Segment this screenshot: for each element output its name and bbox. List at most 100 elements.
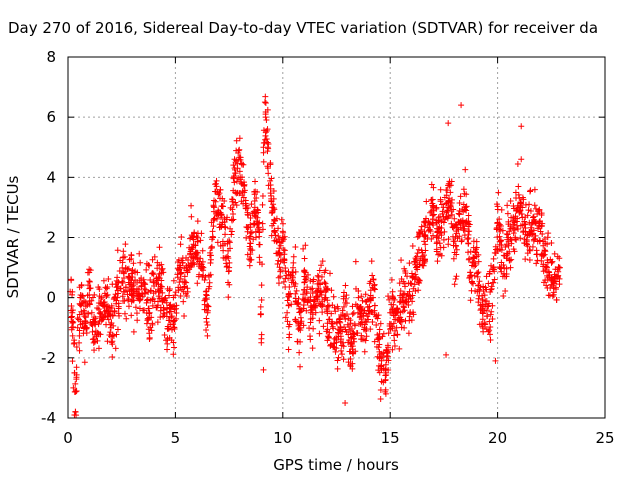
data-point: [545, 292, 552, 299]
data-point: [226, 281, 233, 288]
data-point: [156, 244, 163, 251]
data-point: [78, 282, 85, 289]
data-point: [369, 272, 376, 279]
data-point: [121, 310, 128, 317]
data-point: [116, 312, 123, 319]
data-point: [230, 162, 237, 169]
data-point: [420, 218, 427, 225]
data-point: [385, 344, 392, 351]
data-point: [339, 307, 346, 314]
data-point: [237, 156, 244, 163]
data-point: [275, 274, 282, 281]
data-point: [257, 303, 264, 310]
data-point: [123, 315, 130, 322]
data-point: [382, 390, 389, 397]
data-point: [349, 365, 356, 372]
data-point: [72, 408, 79, 415]
data-point: [508, 214, 515, 221]
data-point: [501, 270, 508, 277]
data-point: [371, 302, 378, 309]
data-point: [303, 290, 310, 297]
data-point: [219, 242, 226, 249]
data-point: [91, 347, 98, 354]
data-point: [77, 294, 84, 301]
data-point: [530, 227, 537, 234]
data-point: [552, 286, 559, 293]
data-point: [104, 313, 111, 320]
data-point: [285, 275, 292, 282]
data-point: [86, 278, 93, 285]
data-point: [430, 204, 437, 211]
data-point: [274, 261, 281, 268]
data-point: [475, 282, 482, 289]
data-point: [415, 287, 422, 294]
data-point: [256, 241, 263, 248]
data-point: [496, 241, 503, 248]
data-point: [276, 264, 283, 271]
data-point: [219, 219, 226, 226]
data-point: [223, 254, 230, 261]
data-point: [128, 312, 135, 319]
data-point: [94, 337, 101, 344]
data-point: [105, 316, 112, 323]
data-point: [161, 331, 168, 338]
data-point: [396, 280, 403, 287]
data-point: [244, 228, 251, 235]
data-point: [440, 219, 447, 226]
data-point: [403, 299, 410, 306]
data-point: [125, 265, 132, 272]
data-point: [466, 228, 473, 235]
x-axis-label: GPS time / hours: [273, 456, 399, 474]
data-point: [447, 182, 454, 189]
data-point: [445, 120, 452, 127]
data-point: [517, 207, 524, 214]
data-point: [276, 239, 283, 246]
data-point: [524, 241, 531, 248]
data-point: [444, 214, 451, 221]
data-point: [447, 203, 454, 210]
data-point: [265, 170, 272, 177]
data-point: [323, 287, 330, 294]
data-point: [86, 291, 93, 298]
data-point: [429, 212, 436, 219]
data-point: [149, 302, 156, 309]
data-point: [148, 270, 155, 277]
data-point: [232, 170, 239, 177]
data-point: [301, 297, 308, 304]
data-point: [433, 248, 440, 255]
data-point: [134, 279, 141, 286]
data-point: [450, 255, 457, 262]
data-point: [148, 314, 155, 321]
data-point: [494, 219, 501, 226]
data-point: [87, 267, 94, 274]
data-point: [233, 137, 240, 144]
data-point: [350, 350, 357, 357]
data-point: [259, 226, 266, 233]
data-point: [527, 188, 534, 195]
data-point: [114, 287, 121, 294]
data-point: [371, 307, 378, 314]
data-point: [270, 220, 277, 227]
data-point: [226, 245, 233, 252]
data-point: [438, 252, 445, 259]
data-point: [71, 369, 78, 376]
data-point: [400, 278, 407, 285]
data-point: [257, 311, 264, 318]
data-point: [544, 241, 551, 248]
data-point: [343, 292, 350, 299]
data-point: [187, 250, 194, 257]
data-point: [309, 345, 316, 352]
data-point: [331, 304, 338, 311]
data-point: [543, 263, 550, 270]
data-point: [130, 282, 137, 289]
data-point: [122, 241, 129, 248]
data-point: [388, 276, 395, 283]
data-point: [500, 293, 507, 300]
data-point: [264, 165, 271, 172]
data-point: [76, 339, 83, 346]
data-point: [350, 331, 357, 338]
data-point: [370, 294, 377, 301]
data-point: [190, 243, 197, 250]
data-point: [154, 265, 161, 272]
data-point: [536, 206, 543, 213]
